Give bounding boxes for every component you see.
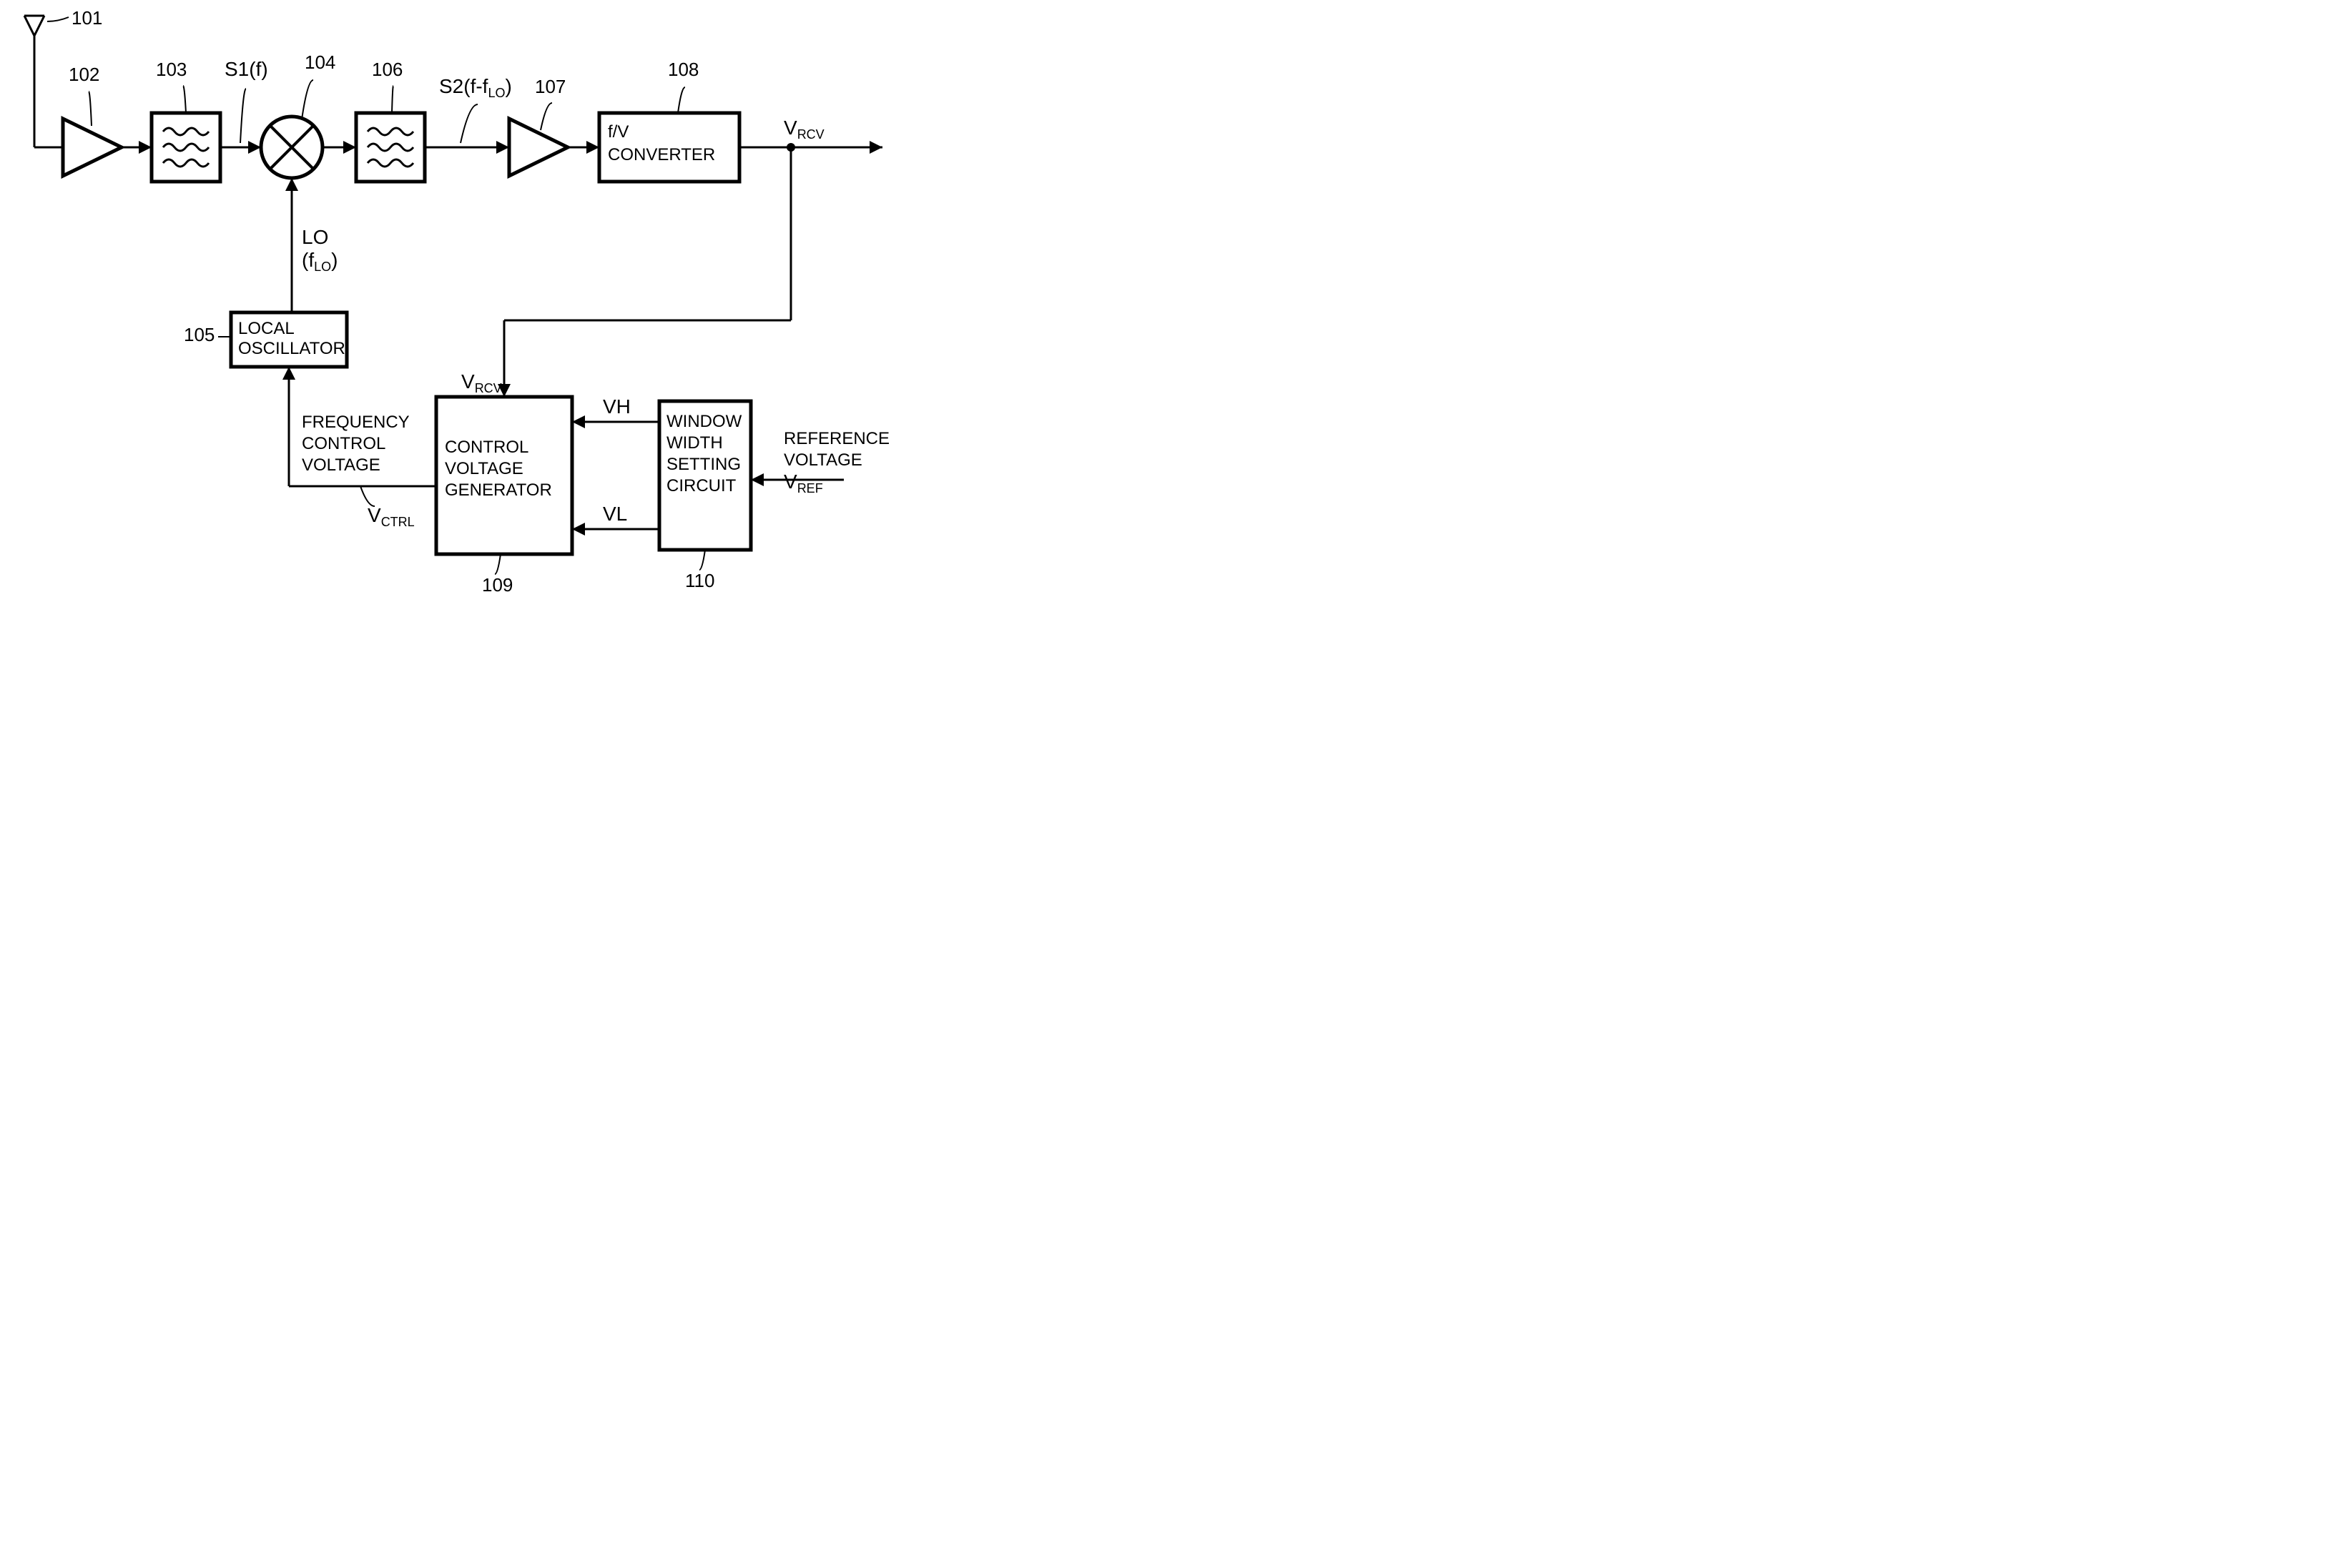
leader — [47, 17, 69, 21]
block-108-line1: f/V — [608, 122, 629, 142]
arrowhead — [496, 141, 509, 154]
ref-109: 109 — [482, 574, 513, 596]
label-refvolt-2: VOLTAGE — [784, 450, 862, 470]
block-108-line2: CONVERTER — [608, 145, 715, 164]
ref-103: 103 — [156, 59, 187, 80]
arrowhead — [870, 141, 882, 154]
block-110-line1: WINDOW — [666, 412, 742, 431]
ref-102: 102 — [69, 64, 99, 85]
leader — [392, 86, 393, 113]
label-refvolt-1: REFERENCE — [784, 429, 890, 448]
arrowhead — [248, 141, 261, 154]
arrowhead — [282, 367, 295, 380]
arrowhead — [139, 141, 152, 154]
ref-105: 105 — [184, 324, 215, 345]
label-vl: VL — [603, 503, 627, 525]
arrowhead — [586, 141, 599, 154]
leader — [302, 80, 313, 119]
leader — [89, 92, 92, 126]
arrowhead — [751, 473, 764, 486]
label-flo: (fLO) — [302, 249, 338, 274]
leader — [541, 103, 552, 130]
block-110-line3: SETTING — [666, 455, 741, 474]
ref-108: 108 — [668, 59, 699, 80]
leader — [495, 554, 501, 574]
label-lo: LO — [302, 226, 328, 248]
label-s1f: S1(f) — [225, 58, 268, 80]
label-vref: VREF — [784, 470, 823, 495]
arrowhead — [572, 415, 585, 428]
ref-110: 110 — [685, 570, 714, 591]
arrowhead — [343, 141, 356, 154]
block-110-line4: CIRCUIT — [666, 476, 737, 495]
leader — [240, 89, 246, 143]
block-109-line2: VOLTAGE — [445, 459, 523, 478]
arrowhead — [572, 523, 585, 536]
block-109-line3: GENERATOR — [445, 480, 552, 500]
leader — [360, 486, 375, 506]
leader — [183, 86, 186, 113]
ref-107: 107 — [535, 76, 566, 97]
label-vrcv-in: VRCV — [461, 370, 502, 395]
label-fcv-3: VOLTAGE — [302, 455, 380, 475]
label-vrcv-out: VRCV — [784, 117, 825, 142]
block-109-line1: CONTROL — [445, 438, 528, 457]
label-vctrl: VCTRL — [368, 504, 415, 529]
label-fcv-2: CONTROL — [302, 434, 385, 453]
amplifier-102 — [63, 119, 122, 176]
arrowhead — [285, 178, 298, 191]
label-s2: S2(f-fLO) — [439, 75, 512, 100]
ref-106: 106 — [372, 59, 403, 80]
ref-101: 101 — [72, 7, 102, 29]
leader — [699, 550, 705, 570]
label-fcv-1: FREQUENCY — [302, 413, 410, 432]
block-110-line2: WIDTH — [666, 433, 723, 453]
label-vh: VH — [603, 395, 631, 418]
amplifier-107 — [509, 119, 568, 176]
antenna-icon — [24, 16, 44, 36]
leader — [678, 87, 685, 113]
ref-104: 104 — [305, 51, 335, 73]
block-105-line2: OSCILLATOR — [238, 339, 345, 358]
block-105-line1: LOCAL — [238, 319, 295, 338]
leader — [461, 104, 478, 143]
